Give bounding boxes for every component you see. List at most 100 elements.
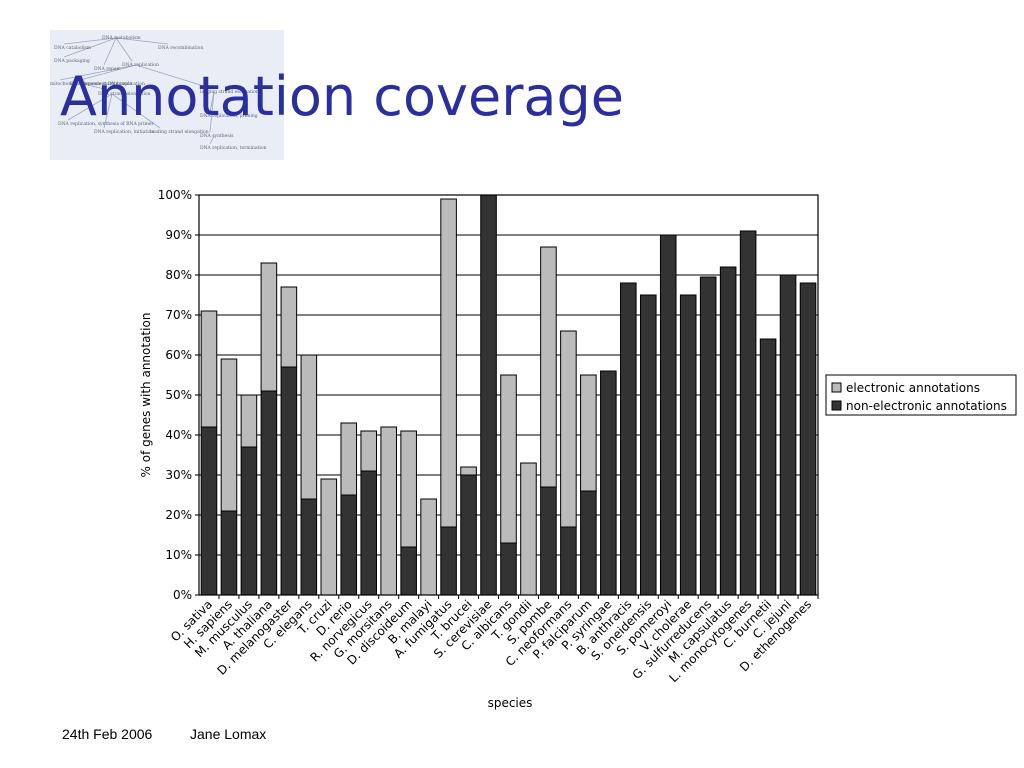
go-graph-logo: DNA metabolism DNA catabolism DNA recombin… [50,30,284,160]
bar-electronic-d-discoideum [400,430,417,548]
y-tick-label: 70% [165,308,192,322]
bar-non-electronic-a-thaliana [260,390,278,596]
logo-node-label: lagging strand elongation [200,89,259,95]
bar-non-electronic-c-elegans [300,498,318,596]
bar-non-electronic-m-capsulatus [719,266,737,596]
go-graph-logo-image: DNA metabolism DNA catabolism DNA recombin… [50,35,267,151]
logo-node-label: DNA packaging [54,58,90,64]
bar-electronic-a-thaliana [260,262,278,392]
bar-electronic-d-melanogaster [280,286,298,368]
bar-electronic-t-gondii [520,462,537,596]
logo-node-label: DNA-dependent DNA replication [70,81,145,87]
bar-non-electronic-s-pomeroyi [659,234,677,596]
bar-non-electronic-d-melanogaster [280,366,298,596]
bar-electronic-m-musculus [240,394,258,448]
bar-non-electronic-o-sativa [200,426,218,596]
footer-date: 24th Feb 2006 [62,726,153,742]
bar-non-electronic-s-pombe [540,486,557,596]
legend [825,374,1017,416]
bar-electronic-o-sativa [200,310,218,428]
y-axis-label: % of genes with annotation [139,313,153,478]
bar-non-electronic-d-rerio [340,494,358,596]
logo-node-label: DNA recombination [158,45,203,51]
logo-node-label: DNA replication [122,62,159,68]
bar-electronic-c-albicans [500,374,517,544]
bar-non-electronic-g-sulfurreducens [699,276,717,596]
legend-swatch-electronic-annotations [831,382,842,393]
logo-edge [115,37,133,62]
bar-electronic-c-elegans [300,354,318,500]
bar-non-electronic-l-monocytogenes [739,230,757,596]
logo-node-label: DNA strand elongation [98,91,151,97]
x-axis-label: species [488,696,533,710]
bar-electronic-a-fumigatus [440,198,457,528]
bar-electronic-c-neoformans [560,330,577,528]
logo-node-label: DNA replication, termination [200,145,267,151]
logo-node-label: mitochondrial genome maintenance [50,81,133,87]
bar-non-electronic-c-neoformans [560,526,577,596]
y-tick-label: 20% [165,508,192,522]
legend-swatch-non-electronic-annotations [831,400,842,411]
bar-electronic-d-rerio [340,422,358,496]
logo-node-label: DNA catabolism [54,45,92,51]
bar-non-electronic-c-burnetii [759,338,777,596]
bar-electronic-p-falciparum [580,374,597,492]
logo-node-label: DNA replication, synthesis of RNA primer [58,121,155,127]
bar-non-electronic-s-cerevisiae [480,194,497,596]
y-tick-label: 80% [165,268,192,282]
logo-edge [83,83,109,91]
logo-edge [59,64,137,81]
logo-edge [67,93,113,121]
bar-non-electronic-b-anthracis [620,282,637,596]
bar-non-electronic-c-albicans [500,542,517,596]
y-tick-label: 100% [158,188,192,202]
y-tick-label: 90% [165,228,192,242]
y-tick-label: 30% [165,468,192,482]
plot-border [198,194,819,596]
logo-node-label: DNA metabolism [102,35,141,41]
bar-non-electronic-m-musculus [240,446,258,596]
bar-electronic-h-sapiens [220,358,238,512]
bar-non-electronic-a-fumigatus [440,526,457,596]
logo-edge [103,93,113,129]
bar-non-electronic-d-ethenogenes [799,282,817,596]
bar-non-electronic-h-sapiens [220,510,238,596]
logo-edge [63,37,117,45]
bar-non-electronic-r-norvegicus [360,470,378,596]
y-tick-label: 40% [165,428,192,442]
logo-edge [209,91,215,133]
footer-author: Jane Lomax [190,726,267,742]
logo-edge [63,37,117,58]
logo-node-label: DNA replication, priming [200,113,258,119]
bar-non-electronic-t-brucei [460,474,477,596]
bar-electronic-g-morsitans [380,426,397,596]
bar-electronic-s-pombe [540,246,557,488]
bar-non-electronic-v-cholerae [679,294,697,596]
bar-non-electronic-p-syringae [600,370,617,596]
y-tick-label: 10% [165,548,192,562]
bar-electronic-t-cruzi [320,478,338,596]
bar-non-electronic-p-falciparum [580,490,597,596]
logo-edge [115,37,169,45]
logo-node-label: DNA replication, initiation [94,129,154,135]
y-tick-label: 0% [173,588,192,602]
logo-node-label: DNA repair [94,66,121,72]
logo-edge [103,37,117,66]
bar-electronic-r-norvegicus [360,430,378,472]
y-tick-label: 60% [165,348,192,362]
bar-electronic-b-malayi [420,498,437,596]
logo-node-label: leading strand elongation [150,129,209,135]
logo-edge [79,64,137,81]
logo-node-label: DNA synthesis [200,133,234,139]
bar-electronic-t-brucei [460,466,477,476]
logo-edge [209,135,215,145]
bar-non-electronic-s-oneidensis [639,294,657,596]
legend-label-electronic-annotations: electronic annotations [846,381,980,395]
logo-edge [135,64,211,89]
bar-non-electronic-c-jejuni [779,274,797,596]
y-tick-label: 50% [165,388,192,402]
legend-label-non-electronic-annotations: non-electronic annotations [846,399,1007,413]
bar-non-electronic-d-discoideum [400,546,417,596]
slide-title: Annotation coverage [60,65,624,128]
